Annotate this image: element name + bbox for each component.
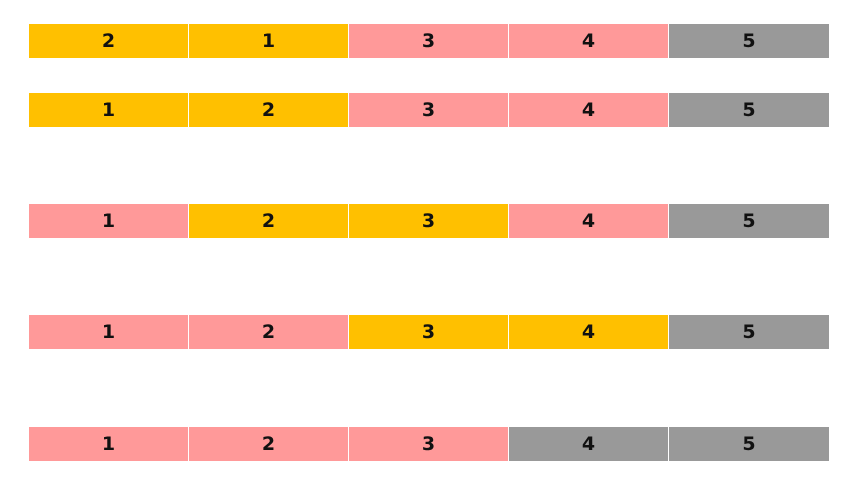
- array-cell: 4: [509, 315, 669, 349]
- array-cell: 1: [29, 204, 189, 238]
- array-cell: 5: [669, 24, 829, 58]
- array-cell: 2: [189, 93, 349, 127]
- array-cell: 4: [509, 24, 669, 58]
- array-cell: 2: [189, 427, 349, 461]
- array-row-1: 2 1 3 4 5: [29, 24, 829, 58]
- array-cell: 3: [349, 93, 509, 127]
- array-cell: 3: [349, 24, 509, 58]
- array-cell: 1: [29, 315, 189, 349]
- array-cell: 5: [669, 204, 829, 238]
- array-cell: 3: [349, 204, 509, 238]
- array-cell: 2: [189, 204, 349, 238]
- array-row-2: 1 2 3 4 5: [29, 93, 829, 127]
- array-cell: 1: [29, 93, 189, 127]
- array-row-5: 1 2 3 4 5: [29, 427, 829, 461]
- array-cell: 3: [349, 315, 509, 349]
- array-cell: 5: [669, 315, 829, 349]
- array-cell: 3: [349, 427, 509, 461]
- array-cell: 5: [669, 427, 829, 461]
- array-cell: 4: [509, 427, 669, 461]
- array-cell: 5: [669, 93, 829, 127]
- array-cell: 4: [509, 204, 669, 238]
- array-cell: 1: [189, 24, 349, 58]
- array-row-4: 1 2 3 4 5: [29, 315, 829, 349]
- array-cell: 2: [29, 24, 189, 58]
- array-cell: 2: [189, 315, 349, 349]
- array-cell: 1: [29, 427, 189, 461]
- array-cell: 4: [509, 93, 669, 127]
- array-row-3: 1 2 3 4 5: [29, 204, 829, 238]
